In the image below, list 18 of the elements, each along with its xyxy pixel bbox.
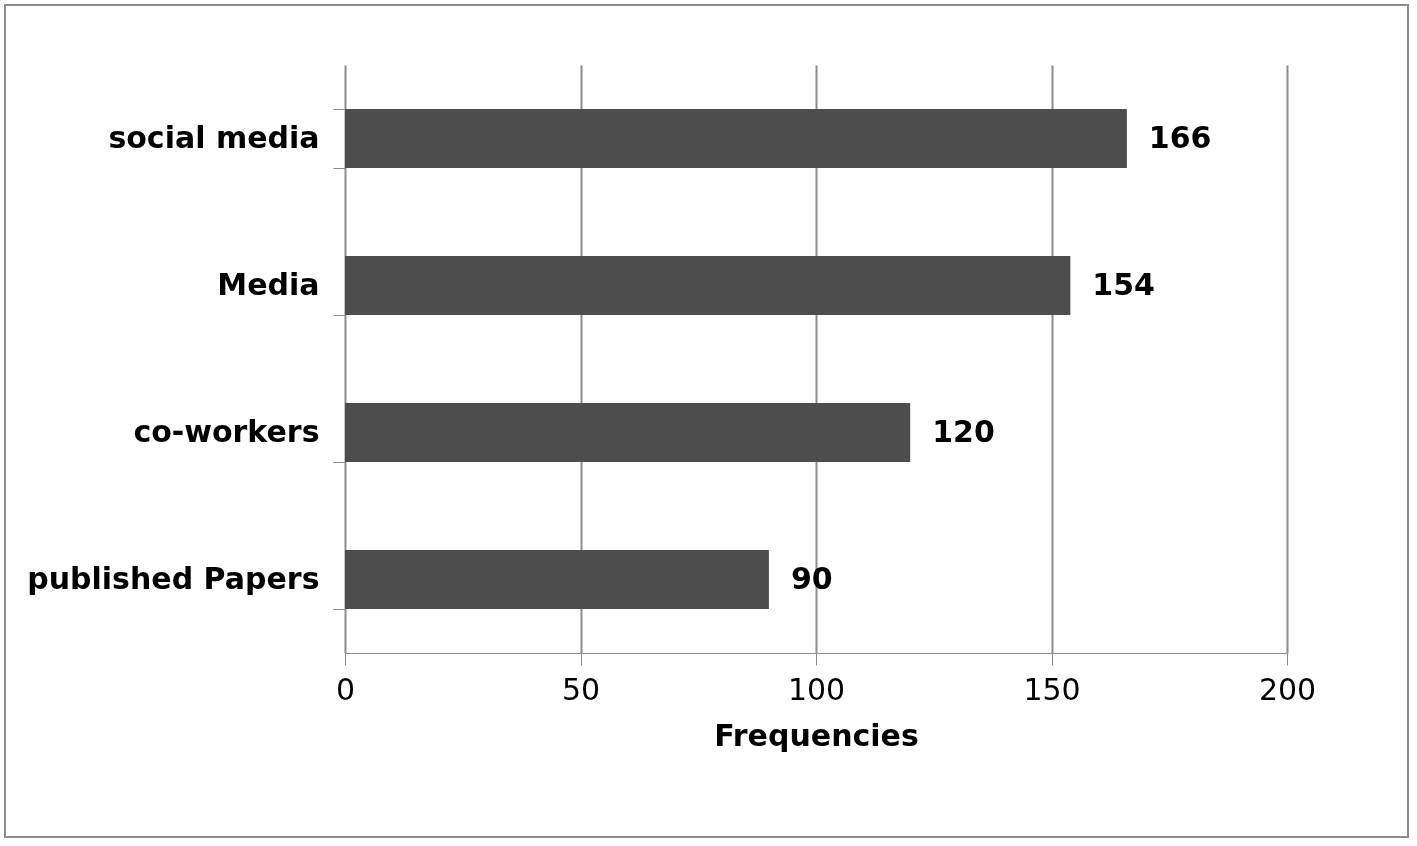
data-label: 154 [1092, 266, 1155, 302]
x-tick-label: 200 [1258, 671, 1317, 707]
data-label: 120 [932, 413, 995, 449]
bar [345, 109, 1127, 168]
bar [345, 550, 769, 609]
y-tick-label: published Papers [27, 561, 320, 596]
x-tick-label: 0 [335, 671, 356, 707]
bar [345, 256, 1071, 315]
data-label: 166 [1148, 119, 1212, 155]
data-label: 90 [790, 560, 833, 596]
x-axis-title: Frequencies [714, 717, 919, 753]
bar [345, 403, 911, 462]
x-tick-label: 150 [1023, 671, 1081, 707]
y-tick-label: Media [217, 267, 320, 302]
x-tick-label: 50 [561, 671, 601, 707]
y-tick-label: co-workers [133, 414, 320, 449]
y-tick-label: social media [108, 120, 320, 155]
x-tick-label: 100 [787, 671, 846, 707]
